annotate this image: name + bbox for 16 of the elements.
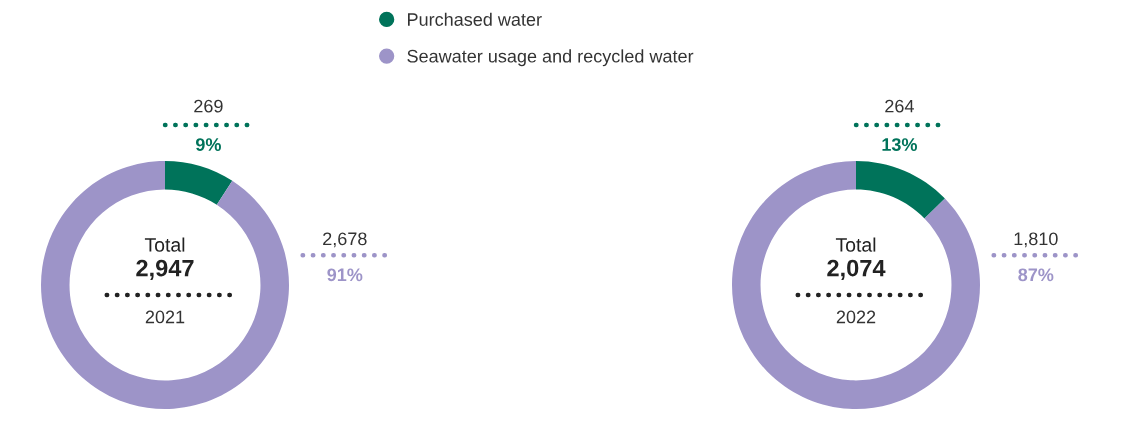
text: 2022 (836, 310, 876, 324)
text: Total (144, 237, 185, 252)
legend-label: Purchased water (408, 12, 542, 26)
donut-slice (732, 161, 980, 409)
text: 269 9% (194, 99, 223, 151)
donut-slice (165, 161, 233, 205)
data-label: 1,810 87% (1014, 232, 1058, 282)
text: 2021 (145, 310, 185, 324)
donut-slice (856, 161, 945, 219)
text: 2,074 (827, 259, 886, 280)
donut-slice (41, 161, 289, 409)
text: 2,947 (136, 259, 194, 280)
legend-label: Seawater usage and recycled water (407, 49, 694, 67)
text: Total (835, 237, 876, 252)
text: 264 13% (882, 99, 917, 151)
data-label: 2,678 91% (323, 232, 367, 282)
